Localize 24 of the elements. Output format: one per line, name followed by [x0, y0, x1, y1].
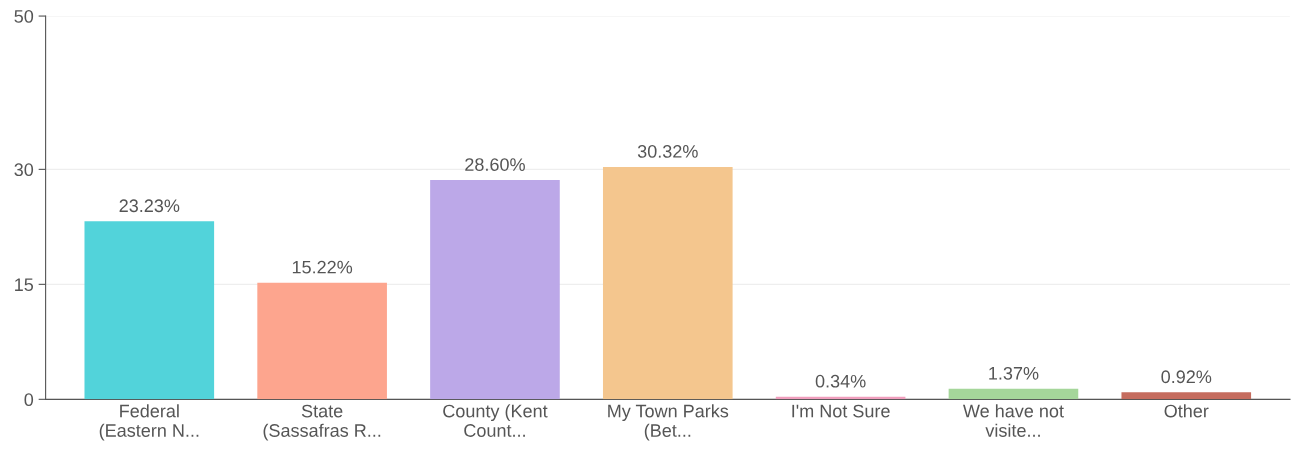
- x-tick-label: My Town Parks (Bet...: [608, 404, 729, 441]
- y-tick-label: 0: [24, 393, 34, 407]
- data-label: 23.23%: [119, 199, 180, 213]
- x-tick-label: State (Sassafras R...: [263, 404, 381, 441]
- bar: [430, 180, 560, 400]
- x-tick-label: Other: [1164, 404, 1209, 418]
- bar: [257, 282, 387, 400]
- y-tick-label: 30: [14, 163, 34, 177]
- data-label: 28.60%: [465, 158, 525, 171]
- x-tick-label: County (Kent Count...: [443, 404, 548, 437]
- bar: [602, 166, 733, 400]
- y-tick-label: 50: [14, 10, 34, 23]
- x-tick-label: We have not visite...: [963, 404, 1064, 437]
- bar: [1121, 392, 1252, 400]
- bar: [84, 221, 215, 400]
- data-label: 0.92%: [1161, 370, 1212, 384]
- data-label: 30.32%: [637, 145, 698, 158]
- x-tick-label: I'm Not Sure: [792, 404, 890, 418]
- x-tick-label: Federal (Eastern N...: [99, 404, 199, 441]
- data-label: 1.37%: [989, 366, 1039, 380]
- bar: [948, 388, 1079, 400]
- data-label: 15.22%: [292, 260, 353, 274]
- y-tick-label: 15: [15, 278, 34, 292]
- data-label: 0.34%: [815, 374, 866, 388]
